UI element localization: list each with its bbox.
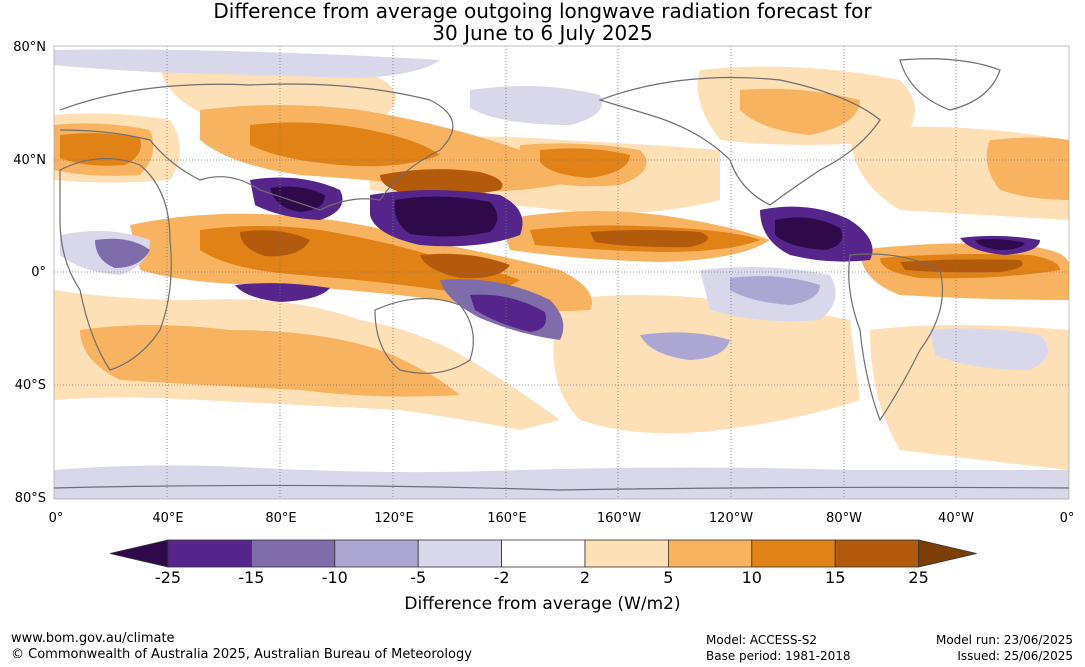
anomaly-atlantic-core xyxy=(975,239,1025,250)
coast-africa xyxy=(59,158,172,371)
anomaly-south-indian-orange xyxy=(80,325,460,397)
anomaly-china-dark xyxy=(250,122,440,167)
footer-issued: Issued: 25/06/2025 xyxy=(957,649,1073,663)
coast-antarctica xyxy=(54,484,1069,491)
anomaly-indian-ocean-deep xyxy=(235,283,330,302)
anomaly-west-africa-dark-purple xyxy=(95,238,150,268)
legend-tick-label: 2 xyxy=(579,568,591,587)
lon-label-160w: 160°W xyxy=(596,511,642,526)
legend-swatch xyxy=(501,539,586,568)
anomaly-north-pacific-purple xyxy=(470,86,602,125)
legend-tick-label: 10 xyxy=(741,568,762,587)
legend-tick-label: 15 xyxy=(825,568,846,587)
lon-label-40w: 40°W xyxy=(938,511,974,526)
legend-title: Difference from average (W/m2) xyxy=(404,594,681,614)
coast-australia xyxy=(374,298,474,374)
legend-tick-label: -5 xyxy=(410,568,427,587)
coast-eurasia xyxy=(59,83,454,211)
anomaly-png-peak xyxy=(420,253,510,279)
footer-copyright: © Commonwealth of Australia 2025, Austra… xyxy=(11,647,472,662)
anomaly-southern-ocean-purple xyxy=(54,465,1069,499)
lon-label-0-left: 0° xyxy=(48,511,64,526)
lon-label-0-right: 0° xyxy=(1059,511,1075,526)
legend-tick-label: 5 xyxy=(663,568,674,587)
anomaly-central-america-core xyxy=(775,217,843,250)
anomaly-bay-of-bengal-core xyxy=(270,186,325,212)
legend-swatch xyxy=(334,539,419,568)
legend-arrow-low xyxy=(109,539,169,568)
legend-swatch xyxy=(834,539,920,568)
lat-label-40n: 40°N xyxy=(13,153,46,168)
anomaly-pacific-itcz-peak xyxy=(590,230,708,248)
anomaly-maritime-continent-core xyxy=(394,196,498,237)
coast-south-america xyxy=(848,253,944,422)
legend-swatch xyxy=(584,539,669,568)
footer-model: Model: ACCESS-S2 xyxy=(706,633,818,647)
coastlines xyxy=(54,58,1069,491)
anomaly-atlantic-peak xyxy=(900,259,1023,273)
lon-label-80e: 80°E xyxy=(265,511,297,526)
footer-website: www.bom.gov.au/climate xyxy=(11,631,175,646)
anomaly-atlantic-north-orange xyxy=(986,137,1069,200)
anomaly-arctic-purple xyxy=(54,49,440,78)
footer-base-period: Base period: 1981-2018 xyxy=(706,649,851,663)
map-frame xyxy=(53,45,1070,500)
anomaly-north-pacific-dark xyxy=(540,148,630,178)
legend-swatch xyxy=(167,539,252,568)
chart-title-line-2: 30 June to 6 July 2025 xyxy=(432,21,653,45)
legend-tick-label: -2 xyxy=(493,568,510,587)
coast-greenland xyxy=(899,58,1001,111)
legend-tick-label: -10 xyxy=(321,568,348,587)
legend-swatch xyxy=(751,539,836,568)
anomaly-south-pacific-band xyxy=(553,295,860,434)
legend-tick-label: 25 xyxy=(908,568,929,587)
lon-label-80w: 80°W xyxy=(826,511,862,526)
lon-label-40e: 40°E xyxy=(152,511,184,526)
anomaly-indian-ocean-peak xyxy=(240,230,310,257)
lat-label-80n: 80°N xyxy=(13,40,46,55)
lon-label-120w: 120°W xyxy=(708,511,754,526)
legend-swatch xyxy=(417,539,503,568)
lat-label-0: 0° xyxy=(31,265,46,280)
anomaly-europe-dark xyxy=(60,133,141,166)
anomaly-east-pacific-medium-purple xyxy=(730,276,820,305)
chart-title-line-1: Difference from average outgoing longwav… xyxy=(213,0,872,23)
legend-arrow-high xyxy=(918,539,977,568)
anomaly-south-america-purple xyxy=(930,328,1048,370)
lon-label-160e: 160°E xyxy=(487,511,527,526)
graticule xyxy=(54,46,1069,499)
lon-label-120e: 120°E xyxy=(374,511,414,526)
anomaly-china-peak xyxy=(380,169,503,196)
legend-swatch xyxy=(668,539,753,568)
anomaly-spcz-deep xyxy=(470,294,546,332)
lat-label-80s: 80°S xyxy=(14,491,46,506)
legend-tick-label: -25 xyxy=(154,568,182,587)
lat-label-40s: 40°S xyxy=(14,378,46,393)
legend-tick-label: -15 xyxy=(238,568,265,587)
legend-swatch xyxy=(250,539,336,568)
footer-model-run: Model run: 23/06/2025 xyxy=(935,633,1073,647)
anomaly-south-pacific-purple xyxy=(640,332,730,360)
anomaly-canada-orange xyxy=(740,88,860,135)
